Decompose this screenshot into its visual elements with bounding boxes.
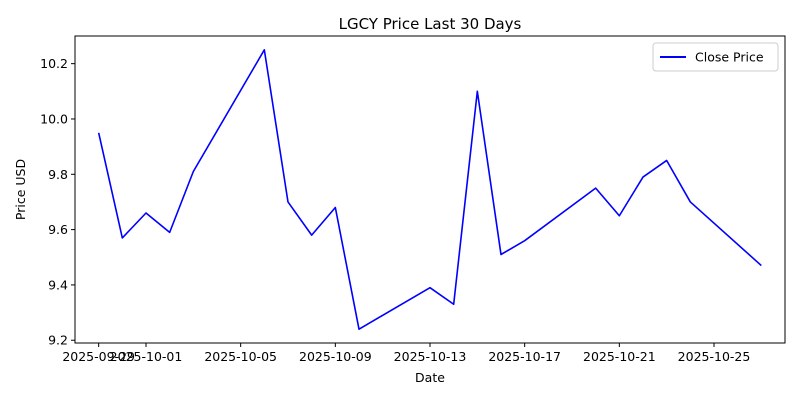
x-tick-label: 2025-10-21 [583, 349, 656, 364]
x-tick-label: 2025-10-25 [678, 349, 751, 364]
x-tick-label: 2025-10-17 [488, 349, 561, 364]
y-axis-title: Price USD [13, 159, 28, 220]
y-tick-label: 10.2 [40, 56, 68, 71]
x-tick-label: 2025-10-05 [204, 349, 277, 364]
legend: Close Price [652, 42, 779, 72]
x-tick-label: 2025-10-09 [299, 349, 372, 364]
x-tick-label: 2025-10-13 [394, 349, 467, 364]
chart-title: LGCY Price Last 30 Days [339, 15, 522, 33]
y-axis: 9.2 9.4 9.6 9.8 10.0 10.2 [40, 56, 75, 348]
x-tick-label: 2025-09-29 [62, 349, 135, 364]
y-tick-label: 10.0 [40, 111, 68, 126]
x-axis-title: Date [415, 370, 445, 385]
legend-label-close-price: Close Price [695, 50, 764, 65]
y-tick-label: 9.4 [48, 277, 68, 292]
y-tick-label: 9.8 [48, 167, 68, 182]
series-layer [97, 49, 762, 330]
legend-box [652, 42, 779, 72]
y-tick-label: 9.2 [48, 333, 68, 348]
y-tick-label: 9.6 [48, 222, 68, 237]
x-tick-label: 2025-10-01 [110, 349, 183, 364]
